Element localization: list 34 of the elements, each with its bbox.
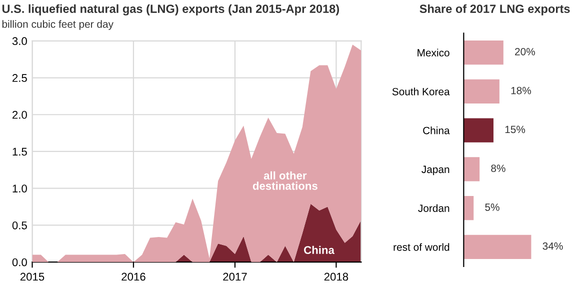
- y-tick-label: 0.5: [12, 221, 27, 230]
- data-label: 34%: [542, 242, 563, 250]
- y-tick-label: Jordan: [418, 204, 450, 212]
- y-tick-label: 3.0: [12, 37, 27, 46]
- data-label: 18%: [511, 86, 532, 94]
- chart-subtitle: billion cubic feet per day: [2, 20, 114, 30]
- x-tick-label: 2018: [324, 272, 348, 281]
- data-label: 20%: [515, 48, 535, 56]
- x-tick-label: 2016: [122, 272, 146, 281]
- y-tick-label: China: [423, 126, 450, 134]
- bar: [464, 40, 504, 65]
- data-label: 5%: [485, 204, 500, 211]
- chart-title: Share of 2017 LNG exports: [420, 4, 570, 16]
- y-tick-label: rest of world: [394, 243, 450, 251]
- y-tick-label: 2.0: [12, 110, 27, 119]
- bar: [464, 196, 474, 220]
- data-label: 8%: [491, 164, 506, 172]
- series-label: China: [304, 246, 335, 254]
- series-label: all other destinations: [252, 171, 318, 190]
- bar: [464, 79, 500, 104]
- bar: [464, 118, 494, 142]
- chart-title: U.S. liquefied natural gas (LNG) exports (Jan 2015-Apr 2018): [2, 4, 339, 16]
- data-label: 15%: [505, 126, 526, 134]
- y-tick-label: Japan: [422, 166, 450, 176]
- y-tick-label: 2.5: [12, 74, 27, 82]
- bar: [464, 234, 532, 260]
- y-tick-label: South Korea: [392, 88, 450, 96]
- x-tick-label: 2017: [223, 272, 247, 281]
- y-tick-label: 0.0: [12, 258, 27, 266]
- bar: [464, 157, 480, 182]
- x-tick-label: 2015: [20, 272, 44, 281]
- y-tick-label: 1.0: [12, 184, 27, 192]
- y-tick-label: Mexico: [418, 48, 450, 56]
- y-tick-label: 1.5: [12, 148, 27, 156]
